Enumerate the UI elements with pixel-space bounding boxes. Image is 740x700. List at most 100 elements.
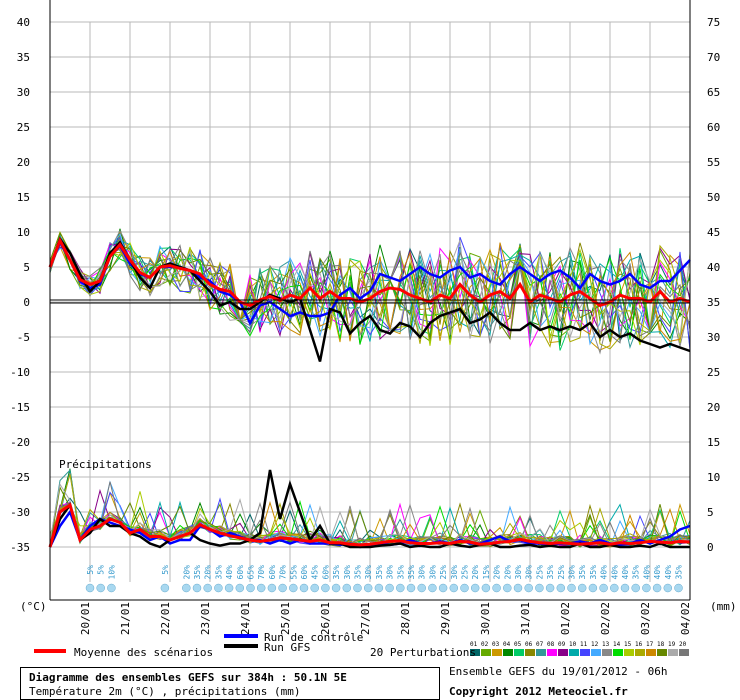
- legend-perturbation-id: 16: [635, 641, 643, 648]
- snow-flake-marker: [652, 583, 662, 593]
- legend-perturbation-swatch: [525, 649, 535, 656]
- legend-perturbation-swatch: [580, 649, 590, 656]
- snow-percent-label: 30%: [418, 565, 427, 580]
- legend-perturbation-id: 06: [525, 641, 533, 648]
- run-gfs-temp-line: [48, 236, 691, 362]
- x-tick-label: 26/01: [319, 602, 332, 635]
- y-right-tick-label: 60: [707, 121, 720, 134]
- legend-perturbation-id: 01: [470, 641, 478, 648]
- snow-flake-marker: [674, 583, 683, 593]
- snow-percent-label: 60%: [268, 565, 277, 580]
- y-left-tick-label: 5: [23, 261, 30, 274]
- snow-percent-label: 70%: [279, 565, 288, 580]
- snow-percent-label: 20%: [182, 565, 191, 580]
- legend-perturbation-swatch: [646, 649, 656, 656]
- y-right-tick-label: 55: [707, 156, 720, 169]
- legend-perturbation-swatch: [569, 649, 579, 656]
- y-right-tick-label: 45: [707, 226, 720, 239]
- copyright: Copyright 2012 Meteociel.fr: [449, 685, 628, 698]
- y-right-tick-label: 35: [707, 296, 720, 309]
- snow-flake-marker: [545, 583, 555, 593]
- snow-flake-marker: [363, 583, 373, 593]
- snow-flake-marker: [588, 583, 598, 593]
- snow-flake-marker: [85, 583, 95, 593]
- snow-flake-marker: [160, 583, 170, 593]
- y-left-tick-label: 30: [17, 86, 30, 99]
- snow-percent-label: 40%: [600, 565, 609, 580]
- legend-perturbation-swatch: [668, 649, 678, 656]
- y-right-tick-label: 65: [707, 86, 720, 99]
- legend-perturbation-swatch: [470, 649, 480, 656]
- snow-percent-label: 30%: [450, 565, 459, 580]
- snow-percent-label: 5%: [161, 565, 170, 575]
- legend-perturbation-swatch: [591, 649, 601, 656]
- snow-percent-label: 30%: [428, 565, 437, 580]
- legend-perturbation-id: 09: [558, 641, 566, 648]
- y-left-unit: (°C): [20, 600, 47, 613]
- snow-flake-marker: [353, 583, 362, 593]
- legend-perturbation-id: 07: [536, 641, 544, 648]
- x-tick-label: 25/01: [279, 602, 292, 635]
- snow-flake-marker: [449, 583, 459, 593]
- snow-percent-label: 35%: [354, 565, 363, 580]
- legend-perturbation-swatch: [492, 649, 502, 656]
- snow-flake-marker: [267, 583, 277, 593]
- perturbation-temp-line: [49, 237, 691, 340]
- snow-flake-marker: [321, 583, 330, 593]
- y-right-unit: (mm): [710, 600, 737, 613]
- snow-percent-label: 30%: [386, 565, 395, 580]
- legend-gfs-label: Run GFS: [264, 641, 311, 654]
- x-tick-label: 24/01: [239, 602, 252, 635]
- x-tick-label: 23/01: [199, 602, 212, 635]
- y-right-tick-label: 10: [707, 471, 720, 484]
- y-left-tick-label: 20: [17, 156, 30, 169]
- y-left-tick-label: -10: [10, 366, 30, 379]
- snow-flake-marker: [631, 583, 640, 593]
- run-info: Ensemble GEFS du 19/01/2012 - 06h: [449, 665, 668, 678]
- snow-percent-label: 25%: [439, 565, 448, 580]
- snow-flake-marker: [620, 583, 630, 593]
- snow-flake-marker: [203, 583, 212, 593]
- legend-perturbation-id: 03: [492, 641, 500, 648]
- legend-perturbation-id: 10: [569, 641, 577, 648]
- snow-percent-label: 65%: [247, 565, 256, 580]
- legend-perturbation-swatch: [635, 649, 645, 656]
- snow-flake-marker: [396, 583, 405, 593]
- chart-title: Diagramme des ensembles GEFS sur 384h : …: [29, 671, 347, 684]
- snow-percent-label: 20%: [204, 565, 213, 580]
- snow-flake-marker: [374, 583, 384, 593]
- snow-percent-label: 60%: [300, 565, 309, 580]
- snow-percent-label: 40%: [225, 565, 234, 580]
- snow-percent-row: 5% 5% 10% 5% 20% 35% 20% 35% 40% 60% 65% 70% 60% 70% 5…: [85, 565, 684, 593]
- snow-percent-label: 30%: [514, 565, 523, 580]
- snow-flake-marker: [470, 583, 480, 593]
- x-tick-label: 27/01: [359, 602, 372, 635]
- snow-percent-label: 25%: [535, 565, 544, 580]
- x-tick-label: 03/02: [639, 602, 652, 635]
- legend-perturbation-id: 05: [514, 641, 522, 648]
- x-tick-label: 20/01: [79, 602, 92, 635]
- snow-percent-label: 5%: [97, 565, 106, 575]
- x-tick-label: 31/01: [519, 602, 532, 635]
- legend-perturbation-id: 18: [657, 641, 665, 648]
- snow-flake-marker: [235, 583, 245, 593]
- snow-flake-marker: [492, 583, 501, 593]
- snow-percent-label: 20%: [493, 565, 502, 580]
- title-box: Diagramme des ensembles GEFS sur 384h : …: [20, 667, 440, 700]
- legend-perturbation-swatch: [613, 649, 623, 656]
- snow-flake-marker: [310, 583, 319, 593]
- snow-flake-marker: [385, 583, 394, 593]
- y-left-tick-label: 10: [17, 226, 30, 239]
- legend-perturbation-swatch: [481, 649, 491, 656]
- snow-flake-marker: [224, 583, 234, 593]
- x-tick-label: 01/02: [559, 602, 572, 635]
- snow-percent-label: 35%: [407, 565, 416, 580]
- snow-percent-label: 40%: [621, 565, 630, 580]
- legend-perturbation-id: 14: [613, 641, 621, 648]
- x-tick-label: 22/01: [159, 602, 172, 635]
- y-right-tick-label: 70: [707, 51, 720, 64]
- legend-perturbation-id: 13: [602, 641, 610, 648]
- x-tick-label: 21/01: [119, 602, 132, 635]
- legend-perturbation-id: 02: [481, 641, 489, 648]
- snow-flake-marker: [567, 583, 576, 593]
